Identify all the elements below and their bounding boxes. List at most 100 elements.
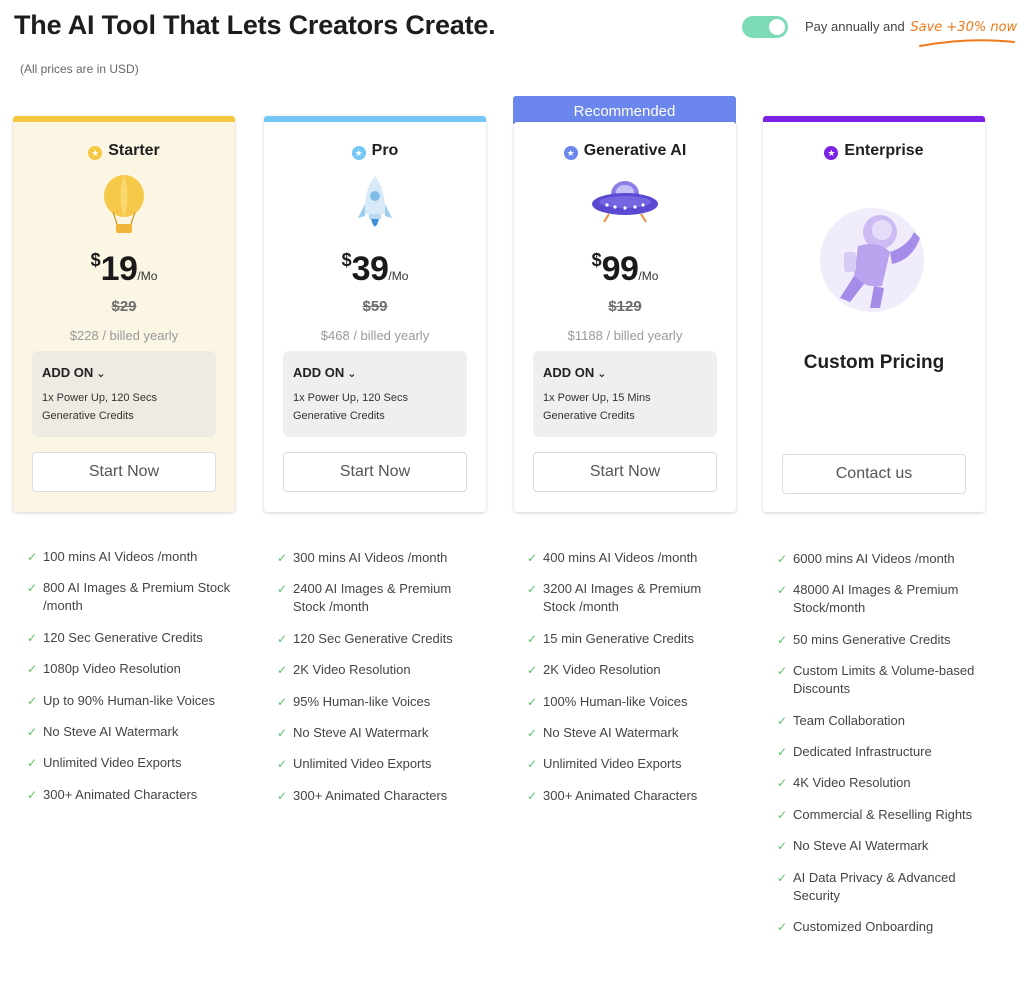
- check-icon: ✓: [777, 632, 788, 647]
- feature-item: ✓ 1080p Video Resolution: [27, 661, 181, 677]
- addon-description: 1x Power Up, 120 Secs Generative Credits: [42, 392, 157, 422]
- feature-item: ✓ 120 Sec Generative Credits: [27, 629, 203, 645]
- check-icon: ✓: [777, 919, 788, 934]
- feature-item: ✓ 6000 mins AI Videos /month: [777, 551, 955, 566]
- feature-item: ✓ Unlimited Video Exports: [27, 755, 182, 771]
- check-icon: ✓: [527, 694, 538, 709]
- billed-yearly: $1188 / billed yearly: [567, 328, 683, 343]
- toggle-knob: [769, 19, 785, 35]
- feature-item: ✓ 48000 AI Images & Premium Stock/month: [777, 582, 959, 616]
- plan-card-starter: ★ Starter $19/Mo $29 $228 / billed yearly…: [13, 116, 235, 512]
- annual-billing-toggle[interactable]: [742, 16, 788, 38]
- plan-card-pro: ★ Pro $39/Mo $59 $468 / billed yearly ADD…: [264, 116, 486, 512]
- start-now-button[interactable]: Start Now: [283, 452, 467, 492]
- feature-item: ✓ 300+ Animated Characters: [277, 787, 448, 803]
- addon-dropdown[interactable]: ADD ON ⌄: [543, 365, 607, 380]
- plan-title: ★ Pro: [264, 142, 486, 160]
- check-icon: ✓: [277, 631, 288, 646]
- currency-note: (All prices are in USD): [20, 62, 139, 76]
- feature-item: ✓ Customized Onboarding: [777, 918, 934, 934]
- check-icon: ✓: [27, 662, 38, 677]
- addon-dropdown[interactable]: ADD ON ⌄: [293, 365, 357, 380]
- addon-box: ADD ON ⌄ 1x Power Up, 15 Mins Generative …: [533, 351, 717, 437]
- feature-item: ✓ 800 AI Images & Premium Stock /month: [27, 580, 231, 614]
- check-icon: ✓: [777, 713, 788, 728]
- plan-card-generative-ai: ★ Generative AI $99/Mo $129 $1188 / bille…: [514, 122, 736, 512]
- plan-price: $19/Mo: [90, 250, 158, 288]
- check-icon: ✓: [777, 839, 788, 854]
- check-icon: ✓: [527, 788, 538, 803]
- check-icon: ✓: [777, 552, 788, 566]
- plan-card-enterprise: ★ Enterprise Custom Pricing Contact us: [763, 116, 985, 512]
- page-title: The AI Tool That Lets Creators Create.: [14, 10, 496, 40]
- rocket-icon: [264, 174, 486, 238]
- check-icon: ✓: [777, 776, 788, 791]
- plan-name-label: Generative AI: [583, 142, 687, 159]
- billing-text: Pay annually and Save +30% now: [805, 19, 1017, 35]
- feature-item: ✓ 100 mins AI Videos /month: [27, 549, 198, 564]
- check-icon: ✓: [27, 724, 38, 739]
- star-icon: ★: [824, 146, 839, 160]
- feature-item: ✓ Dedicated Infrastructure: [777, 743, 932, 759]
- addon-description: 1x Power Up, 120 Secs Generative Credits: [293, 392, 408, 422]
- check-icon: ✓: [27, 581, 38, 596]
- feature-item: ✓ 15 min Generative Credits: [527, 630, 695, 646]
- billing-toggle-group: Pay annually and Save +30% now: [742, 16, 1018, 52]
- star-icon: ★: [351, 146, 366, 160]
- custom-pricing-label: Custom Pricing: [803, 352, 945, 373]
- addon-dropdown[interactable]: ADD ON ⌄: [42, 365, 106, 380]
- card-accent-bar: [763, 116, 985, 122]
- hot-air-balloon-icon: [13, 174, 235, 238]
- check-icon: ✓: [277, 757, 288, 772]
- feature-item: ✓ 300+ Animated Characters: [27, 786, 198, 802]
- check-icon: ✓: [27, 693, 38, 708]
- check-icon: ✓: [777, 870, 788, 885]
- check-icon: ✓: [527, 663, 538, 678]
- feature-list-generative-ai: ✓ 400 mins AI Videos /month ✓ 3200 AI Imag…: [527, 549, 737, 818]
- feature-item: ✓ Team Collaboration: [777, 712, 906, 728]
- plan-name-label: Enterprise: [844, 142, 924, 159]
- feature-item: ✓ Unlimited Video Exports: [527, 756, 682, 772]
- start-now-button[interactable]: Start Now: [533, 452, 717, 492]
- start-now-button[interactable]: Start Now: [32, 452, 216, 492]
- check-icon: ✓: [27, 550, 38, 564]
- feature-item: ✓ No Steve AI Watermark: [27, 723, 179, 739]
- feature-item: ✓ 95% Human-like Voices: [277, 693, 431, 709]
- plan-price: $99/Mo: [591, 250, 659, 288]
- feature-item: ✓ 100% Human-like Voices: [527, 693, 688, 709]
- check-icon: ✓: [777, 807, 788, 822]
- check-icon: ✓: [527, 631, 538, 646]
- feature-item: ✓ 2K Video Resolution: [527, 662, 661, 678]
- chevron-down-icon: ⌄: [597, 368, 607, 380]
- feature-list-enterprise: ✓ 6000 mins AI Videos /month ✓ 48000 AI Im…: [777, 550, 977, 949]
- feature-item: ✓ 300+ Animated Characters: [527, 787, 698, 803]
- save-underline-icon: [919, 39, 1015, 47]
- billing-label: Pay annually and: [805, 19, 905, 34]
- contact-us-button[interactable]: Contact us: [782, 454, 966, 494]
- plan-price: $39/Mo: [341, 250, 409, 288]
- card-accent-bar: [13, 116, 235, 122]
- billed-yearly: $228 / billed yearly: [69, 328, 179, 343]
- check-icon: ✓: [27, 787, 38, 802]
- feature-item: ✓ AI Data Privacy & Advanced Security: [777, 869, 956, 903]
- feature-item: ✓ 400 mins AI Videos /month: [527, 550, 698, 565]
- feature-item: ✓ 2K Video Resolution: [277, 662, 411, 678]
- addon-box: ADD ON ⌄ 1x Power Up, 120 Secs Generative…: [283, 351, 467, 437]
- feature-item: ✓ Up to 90% Human-like Voices: [27, 692, 215, 708]
- ufo-icon: [514, 174, 736, 238]
- star-icon: ★: [563, 146, 578, 160]
- feature-item: ✓ Commercial & Reselling Rights: [777, 806, 973, 822]
- plan-title: ★ Starter: [13, 142, 235, 160]
- feature-item: ✓ 120 Sec Generative Credits: [277, 630, 453, 646]
- check-icon: ✓: [527, 725, 538, 740]
- feature-item: ✓ Custom Limits & Volume-based Discounts: [777, 663, 975, 697]
- feature-item: ✓ 3200 AI Images & Premium Stock /month: [527, 581, 702, 615]
- star-icon: ★: [88, 146, 103, 160]
- feature-item: ✓ 50 mins Generative Credits: [777, 631, 951, 647]
- check-icon: ✓: [527, 757, 538, 772]
- feature-item: ✓ 300 mins AI Videos /month: [277, 550, 448, 565]
- astronaut-icon: [763, 202, 985, 318]
- check-icon: ✓: [527, 582, 538, 597]
- billed-yearly: $468 / billed yearly: [320, 328, 430, 343]
- original-price: $29: [111, 298, 137, 315]
